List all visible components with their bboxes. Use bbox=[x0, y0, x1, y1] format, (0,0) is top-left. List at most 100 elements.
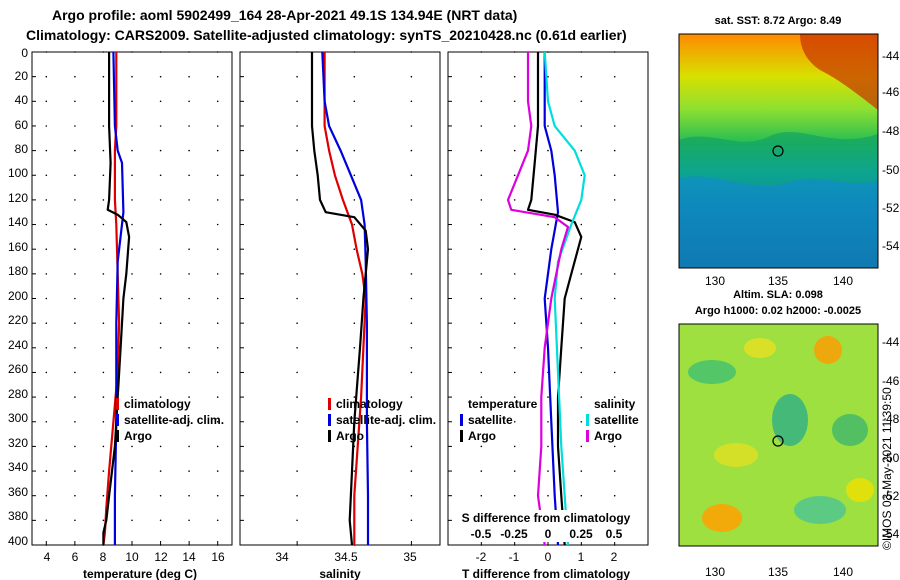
grid-dot bbox=[159, 248, 162, 250]
grid-dot bbox=[513, 100, 516, 103]
grid-dot bbox=[102, 174, 105, 177]
grid-dot bbox=[547, 125, 549, 127]
temp-xtick-8: 8 bbox=[100, 550, 107, 564]
grid-dot bbox=[410, 519, 413, 522]
grid-dot bbox=[216, 396, 219, 398]
temp-xtick-4: 4 bbox=[44, 550, 51, 564]
legend-title-salinity: salinity bbox=[594, 397, 636, 411]
sst-ytick-48: -48 bbox=[882, 124, 900, 138]
grid-dot bbox=[547, 149, 549, 152]
grid-dot bbox=[353, 371, 356, 374]
grid-dot bbox=[159, 322, 162, 325]
grid-dot bbox=[580, 223, 583, 226]
grid-dot bbox=[513, 371, 516, 374]
grid-dot bbox=[131, 322, 133, 325]
grid-dot bbox=[188, 100, 190, 103]
depth-tick-380: 380 bbox=[8, 509, 28, 523]
sla-map-subtitle: Argo h1000: 0.02 h2000: -0.0025 bbox=[695, 305, 861, 317]
grid-dot bbox=[513, 494, 516, 497]
sla-ytick-44: -44 bbox=[882, 335, 900, 349]
grid-dot bbox=[480, 149, 483, 152]
sla-ytick-46: -46 bbox=[882, 374, 900, 388]
grid-dot bbox=[102, 100, 105, 103]
legend-swatch-argo bbox=[116, 430, 119, 442]
sla-map-title: Altim. SLA: 0.098 bbox=[733, 289, 823, 301]
grid-dot bbox=[480, 51, 483, 53]
grid-dot bbox=[410, 248, 413, 250]
series-line-argo bbox=[102, 52, 131, 545]
diff-legend-label-temp-satellite: satellite bbox=[468, 413, 513, 427]
grid-dot bbox=[580, 149, 583, 152]
grid-dot bbox=[296, 322, 298, 325]
diff-legend-swatch-sal-satellite bbox=[586, 414, 589, 426]
grid-dot bbox=[45, 248, 48, 250]
grid-dot bbox=[74, 100, 76, 103]
sla-map-panel: Altim. SLA: 0.098 Argo h1000: 0.02 h2000… bbox=[678, 289, 900, 579]
grid-dot bbox=[480, 371, 483, 374]
s-diff-tick-0: 0 bbox=[545, 527, 552, 541]
grid-dot bbox=[216, 100, 219, 103]
grid-dot bbox=[188, 297, 190, 300]
grid-dot bbox=[580, 248, 583, 250]
difference-traces bbox=[506, 51, 586, 546]
grid-dot bbox=[410, 174, 413, 177]
grid-dot bbox=[547, 470, 549, 472]
grid-dot bbox=[159, 149, 162, 152]
grid-dot bbox=[613, 273, 616, 275]
grid-dot bbox=[513, 322, 516, 325]
grid-dot bbox=[353, 347, 356, 349]
grid-dot bbox=[188, 421, 190, 423]
grid-dot bbox=[216, 174, 219, 177]
grid-dot bbox=[353, 273, 356, 275]
grid-dot bbox=[102, 445, 105, 448]
grid-dot bbox=[513, 273, 516, 275]
sst-map-title: sat. SST: 8.72 Argo: 8.49 bbox=[715, 15, 842, 27]
grid-dot bbox=[188, 149, 190, 152]
grid-dot bbox=[74, 494, 76, 497]
grid-dot bbox=[102, 248, 105, 250]
grid-dot bbox=[296, 125, 298, 127]
difference-legend-temperature: temperature satellite Argo bbox=[460, 397, 538, 443]
grid-dot bbox=[296, 421, 298, 423]
sla-xtick-140: 140 bbox=[833, 565, 853, 579]
grid-dot bbox=[102, 396, 105, 398]
grid-dot bbox=[547, 445, 549, 448]
sal-xtick-34-5: 34.5 bbox=[334, 550, 358, 564]
grid-dot bbox=[188, 199, 190, 201]
grid-dot bbox=[353, 248, 356, 250]
sal-legend-label-argo: Argo bbox=[336, 429, 364, 443]
grid-dot bbox=[410, 470, 413, 472]
grid-dot bbox=[480, 223, 483, 226]
sal-legend-swatch-argo bbox=[328, 430, 331, 442]
legend-label-climatology: climatology bbox=[124, 397, 191, 411]
sla-blob bbox=[846, 478, 874, 502]
grid-dot bbox=[74, 273, 76, 275]
grid-dot bbox=[45, 371, 48, 374]
grid-dot bbox=[216, 519, 219, 522]
grid-dot bbox=[131, 100, 133, 103]
sst-xtick-135: 135 bbox=[768, 274, 788, 288]
grid-dot bbox=[353, 174, 356, 177]
grid-dot bbox=[613, 248, 616, 250]
grid-dot bbox=[188, 125, 190, 127]
sal-legend-label-climatology: climatology bbox=[336, 397, 403, 411]
sla-blob bbox=[814, 336, 842, 364]
grid-dot bbox=[513, 199, 516, 201]
grid-dot bbox=[159, 51, 162, 53]
grid-dot bbox=[353, 149, 356, 152]
grid-dot bbox=[102, 273, 105, 275]
grid-dot bbox=[547, 51, 549, 53]
grid-dot bbox=[45, 125, 48, 127]
grid-dot bbox=[131, 174, 133, 177]
grid-dot bbox=[513, 421, 516, 423]
grid-dot bbox=[216, 371, 219, 374]
difference-xlabel: T difference from climatology bbox=[462, 567, 630, 580]
copyright-watermark: ©IMOS 03-May-2021 11:39:50 bbox=[880, 387, 894, 550]
grid-dot bbox=[74, 421, 76, 423]
grid-dot bbox=[410, 100, 413, 103]
grid-dot bbox=[159, 519, 162, 522]
sal-xtick-35: 35 bbox=[403, 550, 417, 564]
diff-legend-swatch-sal-argo bbox=[586, 430, 589, 442]
sla-blob bbox=[794, 496, 846, 524]
grid-dot bbox=[74, 371, 76, 374]
